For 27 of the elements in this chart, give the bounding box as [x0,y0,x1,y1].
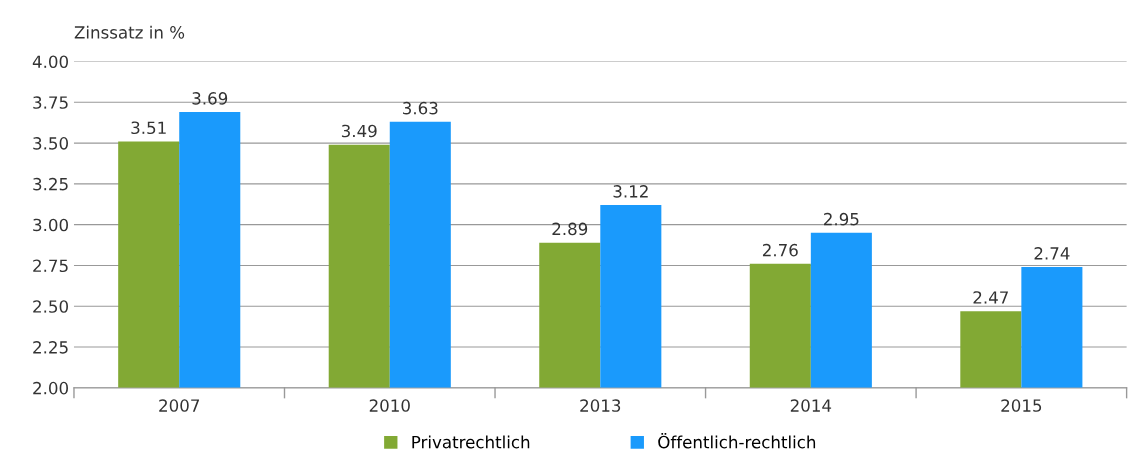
x-tick-label: 2013 [580,399,621,412]
data-label: 3.49 [341,124,377,138]
x-tick-label: 2015 [1001,399,1042,412]
data-label: 2.74 [1034,247,1070,260]
y-tick-label: 2.00 [33,381,68,395]
legend-label: Öffentlich-rechtlich [658,432,816,449]
data-label: 2.47 [973,291,1008,304]
y-tick-label: 4.00 [32,55,68,69]
x-tick-label: 2007 [159,399,200,412]
x-tick-label: 2010 [369,399,410,412]
data-label: 2.89 [552,222,588,236]
y-tick-label: 3.00 [33,218,68,232]
y-tick-label: 3.75 [33,96,68,109]
legend-label: Privatrechtlich [412,435,530,449]
data-label: 3.63 [403,101,438,115]
data-label: 2.95 [824,212,859,226]
x-tick-label: 2014 [790,399,832,412]
y-tick-label: 3.25 [33,177,68,191]
y-tick-label: 2.75 [33,259,68,273]
data-label: 3.69 [192,92,228,105]
y-tick-label: 2.25 [33,341,68,354]
y-tick-label: 3.50 [33,137,68,150]
data-label: 3.12 [613,185,648,198]
y-axis-title: Zinssatz in % [74,25,185,39]
data-label: 2.76 [762,243,798,257]
data-label: 3.51 [131,121,166,135]
y-tick-label: 2.50 [33,300,68,313]
